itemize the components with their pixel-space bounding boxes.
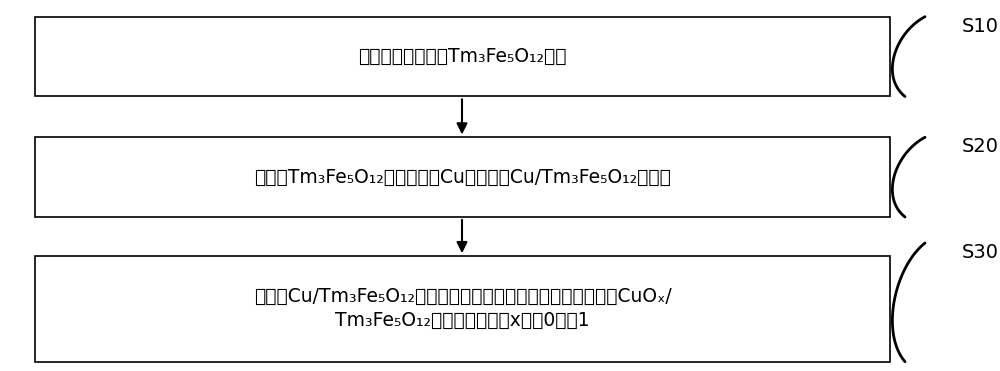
Bar [35,256,890,362]
Bar [35,137,890,217]
Text: S30: S30 [962,243,999,262]
Text: S10: S10 [962,17,999,36]
Text: 在所述Tm₃Fe₅O₁₂薄膜上溅射Cu层，制得Cu/Tm₃Fe₅O₁₂异质结: 在所述Tm₃Fe₅O₁₂薄膜上溅射Cu层，制得Cu/Tm₃Fe₅O₁₂异质结 [254,168,671,187]
Bar [35,17,890,96]
Text: 将所述Cu/Tm₃Fe₅O₁₂异质结放置在空气中进行自然氧化，制得CuOₓ/: 将所述Cu/Tm₃Fe₅O₁₂异质结放置在空气中进行自然氧化，制得CuOₓ/ [254,287,671,306]
Text: 在单晶衬底上制备Tm₃Fe₅O₁₂薄膜: 在单晶衬底上制备Tm₃Fe₅O₁₂薄膜 [358,47,567,66]
Text: S20: S20 [962,137,999,156]
Text: Tm₃Fe₅O₁₂异质结，其中，x大于0小于1: Tm₃Fe₅O₁₂异质结，其中，x大于0小于1 [335,311,590,331]
